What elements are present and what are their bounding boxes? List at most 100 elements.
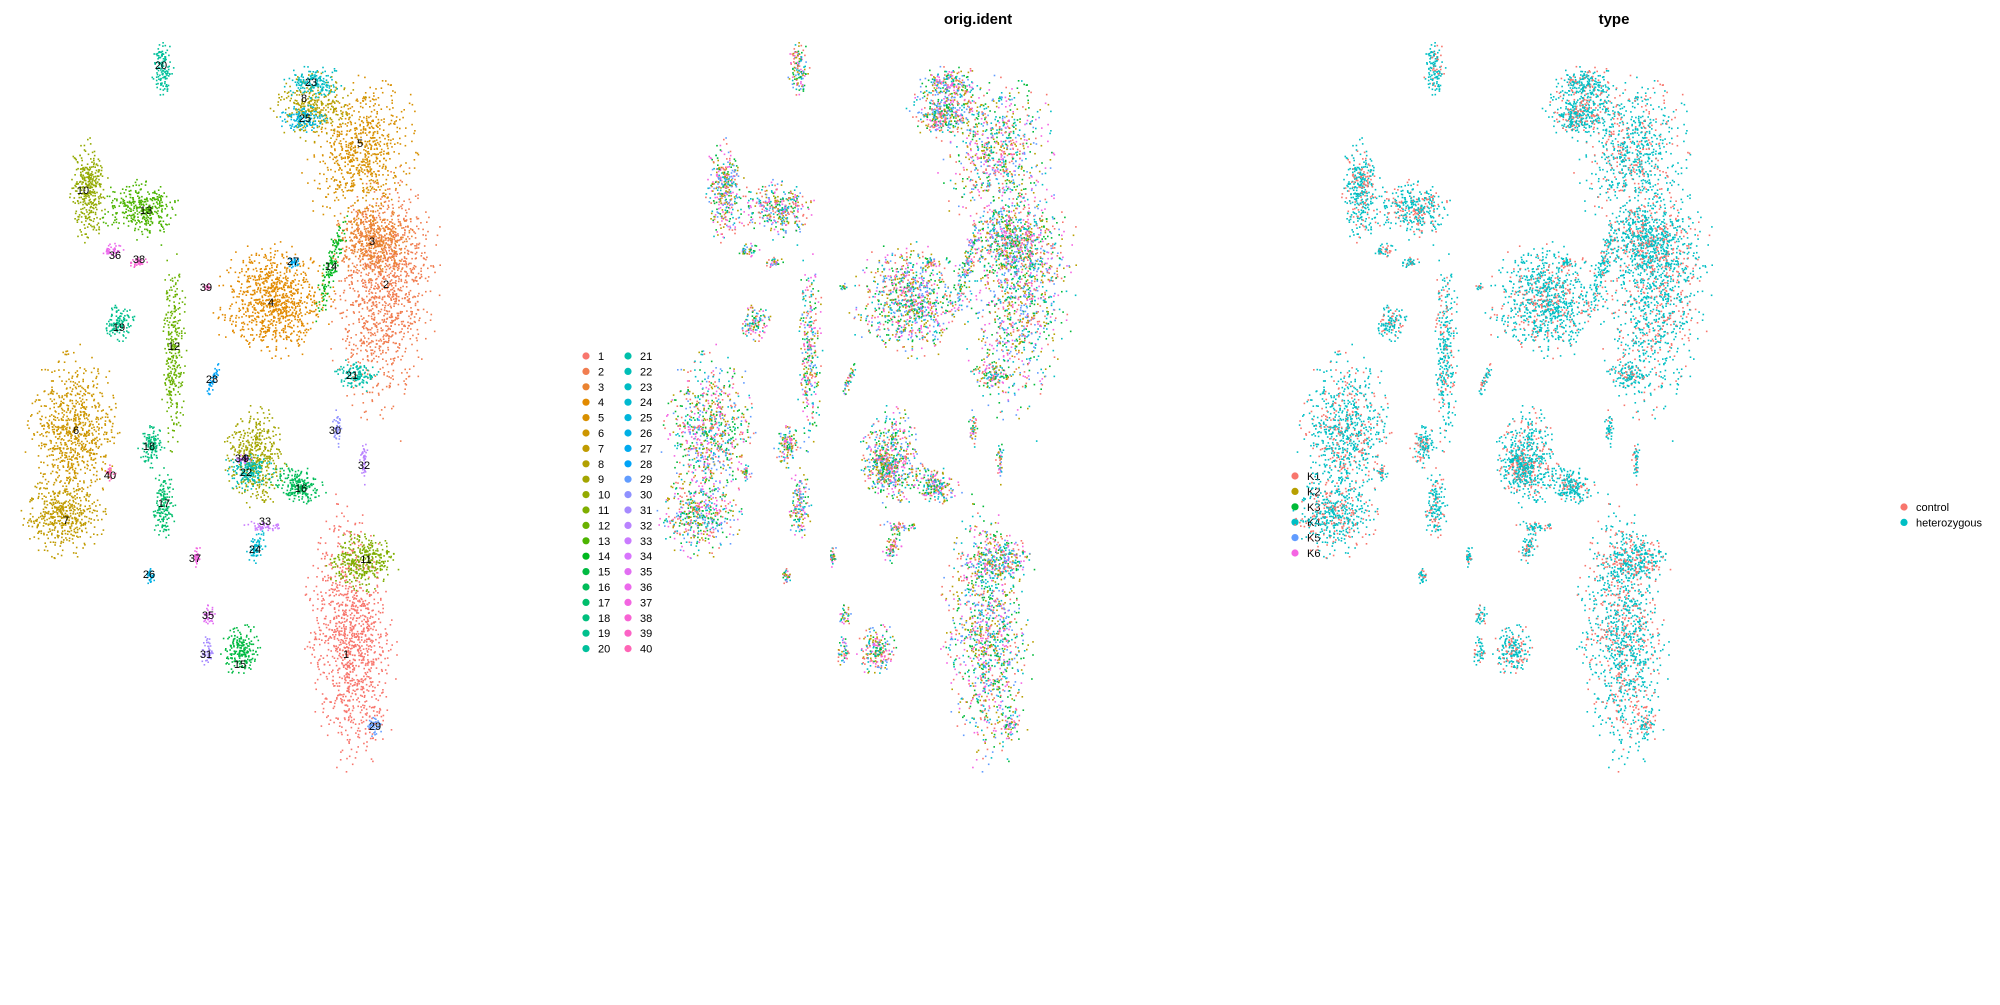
scatter-point	[361, 645, 363, 647]
scatter-point	[342, 157, 344, 159]
scatter-point	[400, 358, 402, 361]
scatter-point	[341, 569, 344, 572]
scatter-point	[384, 278, 387, 280]
scatter-point	[376, 153, 378, 156]
scatter-point	[241, 334, 243, 336]
scatter-point	[386, 672, 388, 675]
scatter-point	[44, 473, 46, 475]
scatter-point	[279, 309, 282, 311]
scatter-point	[338, 632, 341, 635]
scatter-point	[79, 367, 81, 369]
scatter-point	[366, 308, 369, 310]
scatter-point	[399, 127, 401, 130]
scatter-point	[336, 241, 338, 244]
scatter-point	[356, 167, 359, 169]
scatter-point	[328, 528, 331, 530]
scatter-point	[262, 277, 265, 280]
scatter-point	[328, 637, 330, 640]
scatter-point	[362, 720, 365, 723]
scatter-point	[230, 259, 233, 261]
scatter-point	[46, 422, 48, 424]
scatter-point	[297, 302, 300, 304]
scatter-point	[351, 661, 354, 664]
scatter-point	[323, 701, 326, 703]
scatter-point	[289, 309, 292, 311]
scatter-point	[83, 406, 85, 408]
scatter-point	[403, 257, 406, 259]
scatter-point	[335, 156, 337, 159]
scatter-point	[312, 321, 314, 324]
scatter-point	[392, 265, 394, 268]
scatter-point	[278, 308, 281, 310]
scatter-point	[410, 243, 412, 246]
scatter-point	[366, 121, 368, 124]
scatter-point	[402, 336, 405, 338]
scatter-point	[394, 174, 396, 177]
scatter-point	[255, 284, 258, 287]
scatter-point	[71, 399, 74, 402]
scatter-point	[49, 439, 51, 442]
scatter-point	[274, 253, 276, 256]
scatter-point	[365, 290, 367, 292]
scatter-point	[354, 122, 357, 124]
scatter-point	[344, 254, 346, 257]
scatter-point	[101, 392, 103, 395]
scatter-point	[379, 414, 382, 416]
scatter-point	[338, 543, 341, 545]
scatter-point	[260, 339, 262, 341]
scatter-point	[362, 100, 364, 102]
scatter-point	[245, 264, 248, 267]
scatter-point	[360, 685, 363, 688]
scatter-point	[332, 176, 334, 178]
scatter-point	[382, 651, 384, 653]
scatter-point	[417, 217, 420, 220]
scatter-point	[283, 309, 285, 312]
scatter-point	[392, 341, 395, 344]
scatter-point	[309, 309, 311, 312]
scatter-point	[79, 422, 82, 425]
scatter-point	[248, 343, 250, 345]
scatter-point	[83, 446, 86, 449]
scatter-point	[346, 599, 349, 601]
scatter-point	[390, 95, 393, 97]
scatter-point	[372, 323, 375, 325]
scatter-point	[389, 122, 392, 125]
scatter-point	[302, 332, 305, 334]
scatter-point	[377, 543, 380, 545]
scatter-point	[269, 305, 271, 308]
scatter-point	[337, 536, 340, 538]
scatter-point	[394, 300, 396, 303]
scatter-point	[316, 661, 319, 664]
scatter-point	[344, 653, 347, 655]
scatter-point	[380, 264, 382, 267]
scatter-point	[399, 179, 402, 182]
scatter-point	[405, 220, 407, 222]
scatter-point	[373, 263, 375, 266]
scatter-point	[380, 119, 383, 121]
scatter-point	[346, 335, 349, 338]
cluster-scatter-points	[20, 42, 441, 773]
scatter-point	[296, 334, 298, 336]
scatter-point	[359, 123, 361, 126]
scatter-point	[387, 139, 390, 141]
scatter-point	[261, 319, 263, 322]
scatter-point	[371, 215, 374, 218]
scatter-point	[336, 126, 339, 128]
scatter-point	[374, 334, 377, 337]
scatter-point	[375, 658, 377, 660]
scatter-point	[370, 173, 372, 176]
scatter-point	[81, 395, 84, 397]
scatter-point	[429, 319, 432, 321]
scatter-point	[266, 281, 268, 283]
scatter-point	[280, 304, 282, 306]
scatter-point	[378, 345, 381, 347]
scatter-point	[366, 355, 369, 358]
scatter-point	[274, 331, 277, 334]
scatter-point	[87, 508, 90, 510]
scatter-point	[400, 270, 402, 273]
scatter-point	[83, 461, 85, 464]
scatter-point	[218, 316, 220, 319]
scatter-point	[64, 353, 66, 356]
scatter-point	[340, 657, 343, 659]
scatter-point	[377, 275, 380, 278]
